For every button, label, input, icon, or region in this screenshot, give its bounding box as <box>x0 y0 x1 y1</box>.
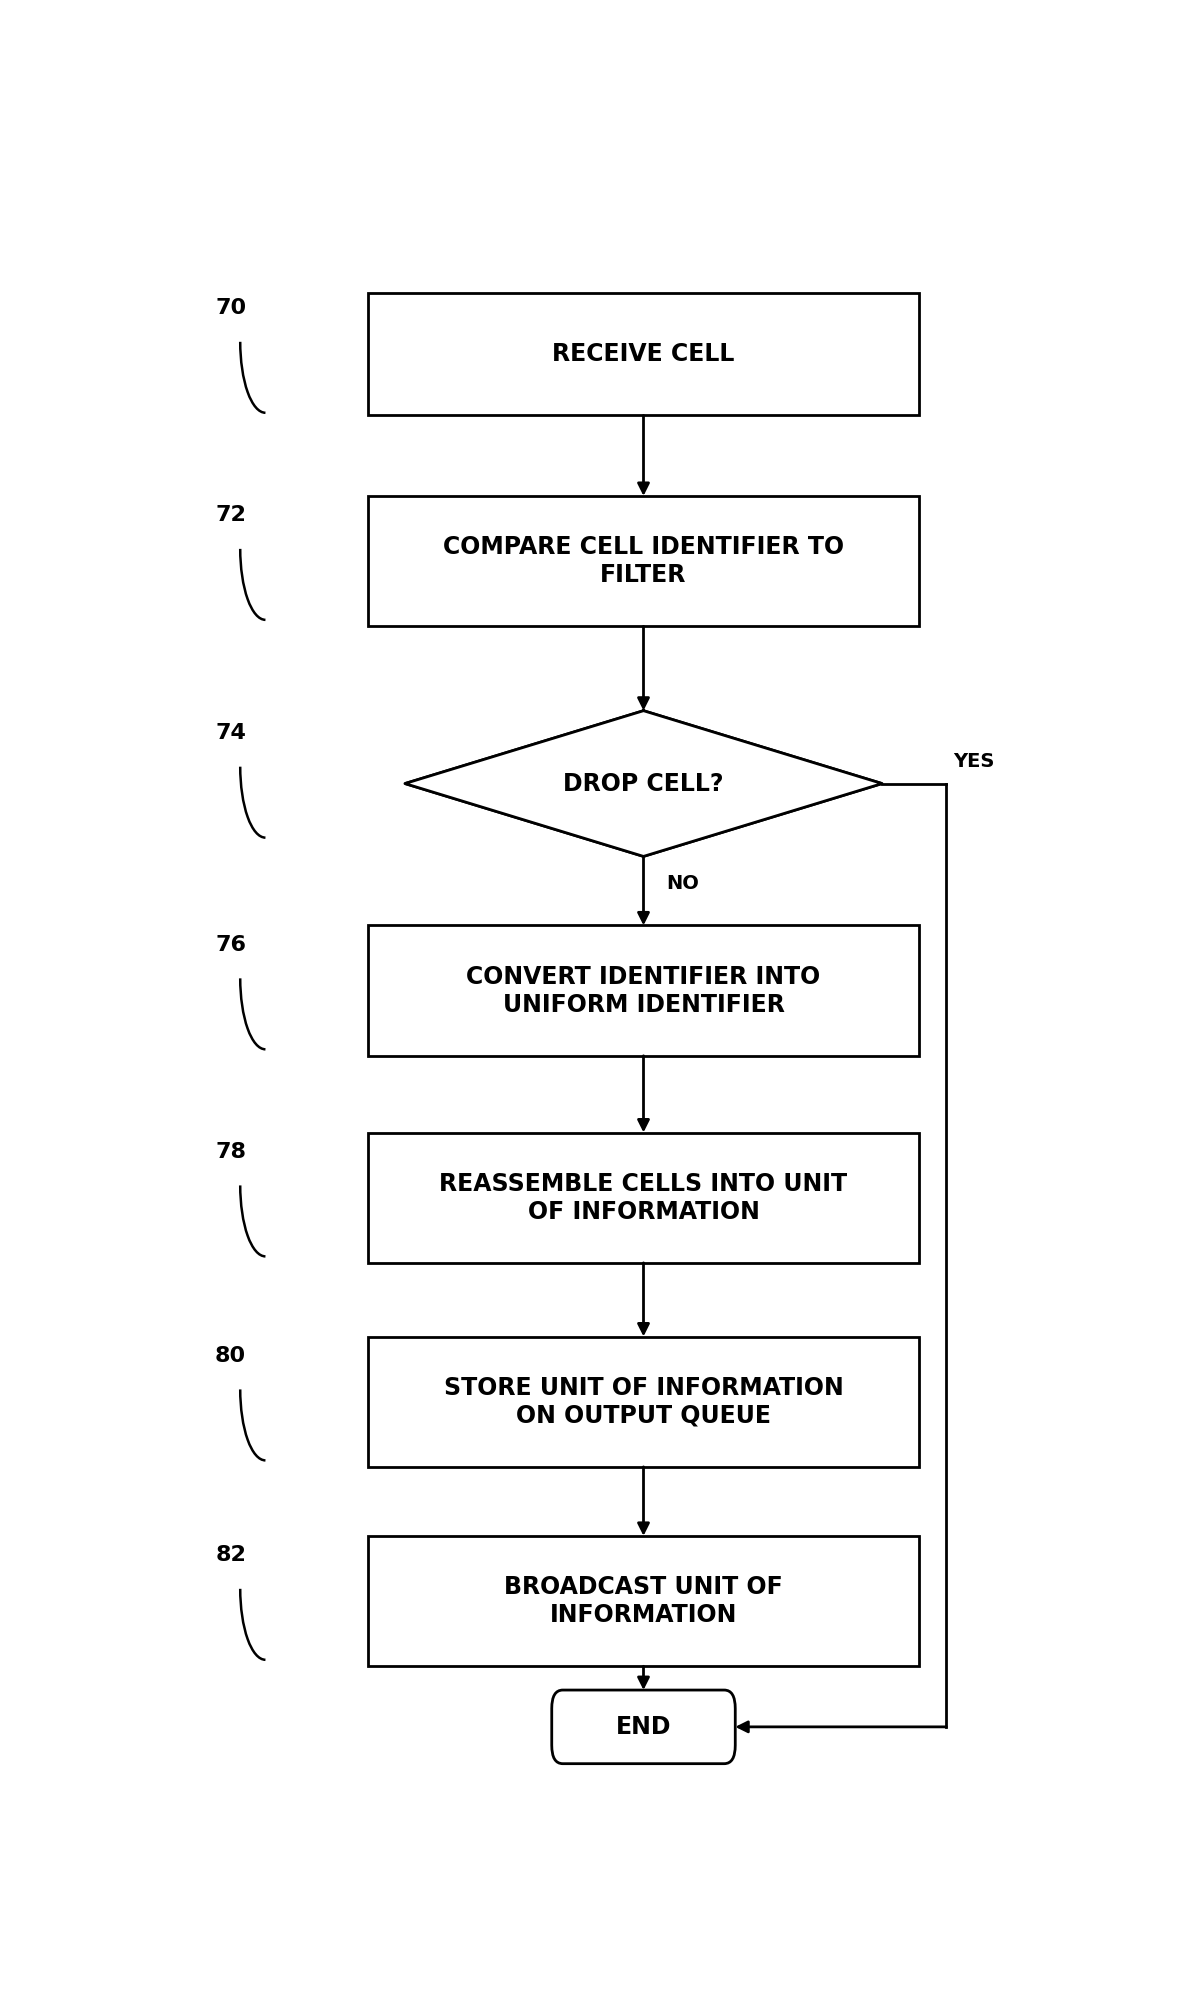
Text: DROP CELL?: DROP CELL? <box>564 771 723 795</box>
Text: 78: 78 <box>215 1141 246 1161</box>
Text: END: END <box>616 1715 671 1739</box>
Bar <box>368 1337 919 1466</box>
Text: 72: 72 <box>215 506 246 526</box>
Text: RECEIVE CELL: RECEIVE CELL <box>552 343 735 367</box>
Bar <box>368 293 919 416</box>
Text: 76: 76 <box>215 934 246 954</box>
Text: YES: YES <box>953 753 995 771</box>
Text: 70: 70 <box>215 299 246 319</box>
Text: 74: 74 <box>215 723 246 743</box>
Polygon shape <box>405 711 882 857</box>
Bar <box>368 1133 919 1263</box>
Text: 82: 82 <box>215 1546 246 1566</box>
Text: CONVERT IDENTIFIER INTO
UNIFORM IDENTIFIER: CONVERT IDENTIFIER INTO UNIFORM IDENTIFI… <box>466 964 821 1016</box>
Bar <box>368 926 919 1056</box>
Bar <box>368 1536 919 1665</box>
Text: REASSEMBLE CELLS INTO UNIT
OF INFORMATION: REASSEMBLE CELLS INTO UNIT OF INFORMATIO… <box>439 1171 848 1223</box>
Text: BROADCAST UNIT OF
INFORMATION: BROADCAST UNIT OF INFORMATION <box>504 1576 783 1627</box>
Text: COMPARE CELL IDENTIFIER TO
FILTER: COMPARE CELL IDENTIFIER TO FILTER <box>443 536 844 588</box>
Text: NO: NO <box>667 874 700 892</box>
Text: 80: 80 <box>215 1347 246 1367</box>
Text: STORE UNIT OF INFORMATION
ON OUTPUT QUEUE: STORE UNIT OF INFORMATION ON OUTPUT QUEU… <box>444 1376 843 1428</box>
Bar <box>368 496 919 625</box>
FancyBboxPatch shape <box>552 1689 735 1763</box>
